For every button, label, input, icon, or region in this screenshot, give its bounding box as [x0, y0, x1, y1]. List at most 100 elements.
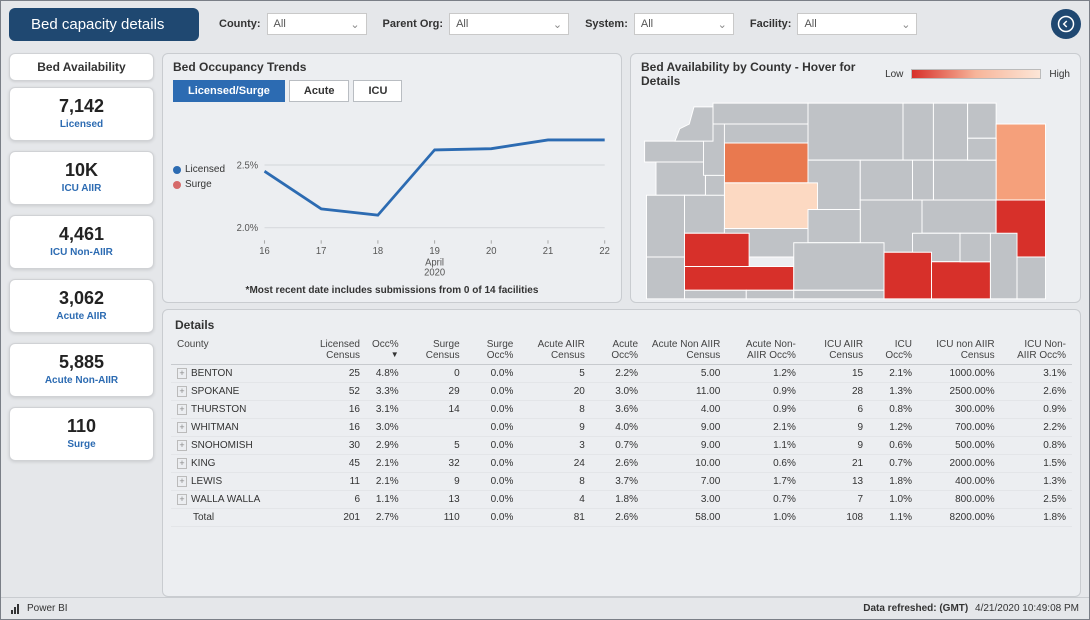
county-king[interactable]: [724, 183, 817, 229]
col-header[interactable]: Acute Occ%: [591, 336, 644, 365]
kpi-card[interactable]: 5,885Acute Non-AIIR: [9, 343, 154, 397]
county-lewis[interactable]: [684, 267, 793, 291]
col-header[interactable]: Acute Non-AIIR Occ%: [726, 336, 802, 365]
kpi-card[interactable]: 110Surge: [9, 407, 154, 461]
sort-desc-icon: ▼: [372, 350, 399, 359]
col-header[interactable]: Licensed Census: [311, 336, 366, 365]
county-klickitat[interactable]: [794, 290, 884, 299]
county-grant2[interactable]: [912, 160, 933, 200]
wa-map-svg[interactable]: [637, 94, 1074, 306]
chart-tab[interactable]: Licensed/Surge: [173, 80, 285, 102]
county-snohomish[interactable]: [724, 143, 808, 183]
cell: 1000.00%: [918, 365, 1001, 383]
map-panel: Bed Availability by County - Hover for D…: [630, 53, 1081, 303]
cell: 0.8%: [869, 401, 918, 419]
col-header[interactable]: ICU AIIR Census: [802, 336, 869, 365]
col-header[interactable]: Occ%▼: [366, 336, 405, 365]
county-walla-walla[interactable]: [931, 262, 990, 299]
county-skagit[interactable]: [713, 124, 808, 143]
chart-tab[interactable]: Acute: [289, 80, 350, 102]
expand-icon[interactable]: +: [177, 494, 187, 505]
powerbi-badge[interactable]: Power BI: [11, 603, 68, 614]
kpi-card[interactable]: 3,062Acute AIIR: [9, 279, 154, 333]
col-header[interactable]: Surge Occ%: [466, 336, 520, 365]
col-header[interactable]: County: [171, 336, 311, 365]
cell: 52: [311, 383, 366, 401]
chart-body: LicensedSurge 2.5%2.0%16171819202122Apri…: [163, 108, 621, 283]
col-header[interactable]: ICU Occ%: [869, 336, 918, 365]
expand-icon[interactable]: +: [177, 386, 187, 397]
county-grays[interactable]: [646, 195, 684, 257]
cell: 0: [405, 365, 466, 383]
cell: 6: [802, 401, 869, 419]
col-header[interactable]: ICU Non-AIIR Occ%: [1001, 336, 1072, 365]
county-columbia[interactable]: [960, 233, 990, 262]
table-row[interactable]: +THURSTON163.1%140.0%83.6%4.000.9%60.8%3…: [171, 401, 1072, 419]
county-mason[interactable]: [684, 195, 724, 233]
county-pacific[interactable]: [646, 257, 684, 299]
svg-text:22: 22: [599, 246, 610, 257]
filter-1: Parent Org:All⌄: [383, 13, 570, 35]
cell: 1.8%: [869, 473, 918, 491]
filter-select[interactable]: All⌄: [449, 13, 569, 35]
table-row[interactable]: +WALLA WALLA61.1%130.0%41.8%3.000.7%71.0…: [171, 491, 1072, 509]
expand-icon[interactable]: +: [177, 476, 187, 487]
county-lincoln[interactable]: [933, 160, 996, 200]
county-stevens[interactable]: [933, 103, 967, 160]
table-row[interactable]: +KING452.1%320.0%242.6%10.000.6%210.7%20…: [171, 455, 1072, 473]
kpi-value: 4,461: [14, 224, 149, 245]
col-header[interactable]: Acute Non AIIR Census: [644, 336, 726, 365]
county-clallam[interactable]: [645, 141, 713, 162]
refreshed: Data refreshed: (GMT) 4/21/2020 10:49:08…: [863, 603, 1079, 614]
total-cell: 1.8%: [1001, 509, 1072, 527]
table-row[interactable]: +SPOKANE523.3%290.0%203.0%11.000.9%281.3…: [171, 383, 1072, 401]
kpi-card[interactable]: 7,142Licensed: [9, 87, 154, 141]
cell: 8: [519, 473, 590, 491]
legend-dot: [173, 181, 181, 189]
county-whatcom[interactable]: [713, 103, 808, 124]
kpi-card[interactable]: 4,461ICU Non-AIIR: [9, 215, 154, 269]
back-button[interactable]: [1051, 9, 1081, 39]
county-cowlitz[interactable]: [684, 290, 746, 299]
filter-select[interactable]: All⌄: [634, 13, 734, 35]
cell: 3.0%: [366, 419, 405, 437]
expand-icon[interactable]: +: [177, 458, 187, 469]
table-row[interactable]: +BENTON254.8%00.0%52.2%5.001.2%152.1%100…: [171, 365, 1072, 383]
table-row[interactable]: +SNOHOMISH302.9%50.0%30.7%9.001.1%90.6%5…: [171, 437, 1072, 455]
col-header[interactable]: Acute AIIR Census: [519, 336, 590, 365]
county-asotin[interactable]: [1017, 257, 1046, 299]
svg-text:2.0%: 2.0%: [237, 223, 259, 234]
county-spokane2[interactable]: [968, 138, 997, 160]
county-pend[interactable]: [968, 103, 997, 138]
total-cell: 58.00: [644, 509, 726, 527]
county-adams[interactable]: [922, 200, 996, 233]
cell: +WHITMAN: [171, 419, 311, 437]
details-table-wrap[interactable]: CountyLicensed CensusOcc%▼Surge CensusSu…: [163, 336, 1080, 531]
expand-icon[interactable]: +: [177, 422, 187, 433]
kpi-card[interactable]: 10KICU AIIR: [9, 151, 154, 205]
county-benton[interactable]: [884, 252, 932, 299]
cell: 16: [311, 419, 366, 437]
county-douglas[interactable]: [860, 160, 912, 200]
table-row[interactable]: +WHITMAN163.0%0.0%94.0%9.002.1%91.2%700.…: [171, 419, 1072, 437]
filter-select[interactable]: All⌄: [267, 13, 367, 35]
col-header[interactable]: Surge Census: [405, 336, 466, 365]
cell: 1.3%: [1001, 473, 1072, 491]
chart-tab[interactable]: ICU: [353, 80, 402, 102]
table-row[interactable]: +LEWIS112.1%90.0%83.7%7.001.7%131.8%400.…: [171, 473, 1072, 491]
filter-select[interactable]: All⌄: [797, 13, 917, 35]
county-okanogan[interactable]: [808, 103, 903, 160]
county-skamania[interactable]: [746, 290, 794, 299]
expand-icon[interactable]: +: [177, 404, 187, 415]
county-spokane[interactable]: [996, 124, 1045, 200]
expand-icon[interactable]: +: [177, 368, 187, 379]
kpi-label: ICU AIIR: [14, 183, 149, 194]
county-ferry[interactable]: [903, 103, 933, 160]
col-header[interactable]: ICU non AIIR Census: [918, 336, 1001, 365]
expand-icon[interactable]: +: [177, 440, 187, 451]
county-yakima[interactable]: [794, 243, 884, 291]
county-thurston[interactable]: [684, 233, 749, 266]
county-kittitas[interactable]: [808, 210, 860, 243]
county-garfield[interactable]: [990, 233, 1017, 299]
county-jefferson[interactable]: [656, 162, 705, 195]
